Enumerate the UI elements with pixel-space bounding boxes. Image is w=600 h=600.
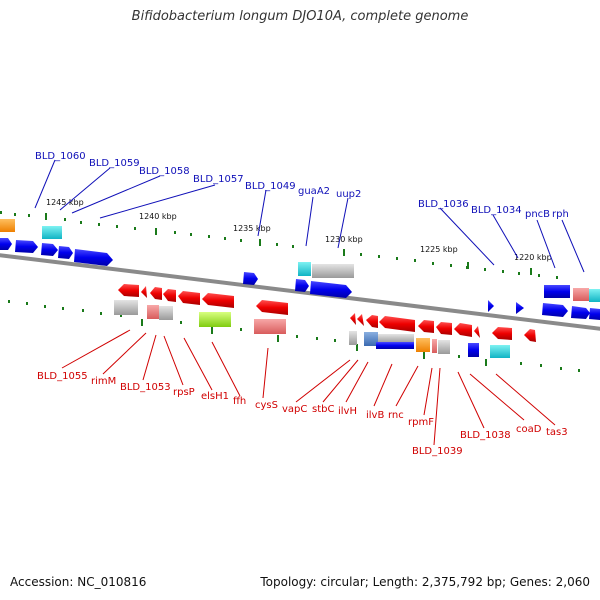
gene-arrow[interactable] [454, 323, 472, 337]
accession-label: Accession: NC_010816 [10, 575, 147, 589]
genome-backbone [0, 253, 600, 331]
gene-arrow[interactable] [310, 281, 352, 298]
gene-arrow[interactable] [15, 240, 38, 253]
tick-label: 1220 kbp [514, 253, 552, 262]
feature-box[interactable] [199, 312, 231, 327]
feature-box[interactable] [438, 340, 450, 354]
gene-arrow[interactable] [74, 249, 113, 266]
gene-label[interactable]: vapC [282, 404, 307, 415]
gene-label[interactable]: coaD [516, 424, 542, 435]
gene-arrow[interactable] [436, 322, 452, 335]
feature-box[interactable] [254, 319, 286, 334]
gene-arrow[interactable] [589, 308, 600, 320]
gene-arrow[interactable] [295, 279, 309, 292]
gene-label[interactable]: ilvH [338, 406, 357, 417]
gene-label[interactable]: elsH1 [201, 391, 229, 402]
feature-box[interactable] [147, 305, 159, 319]
gene-arrow[interactable] [379, 316, 415, 332]
gene-arrow[interactable] [41, 243, 58, 256]
gene-label[interactable]: BLD_1058 [139, 166, 190, 177]
gene-arrow[interactable] [366, 315, 378, 328]
gene-arrow[interactable] [163, 289, 176, 302]
gene-label[interactable]: rph [552, 209, 569, 220]
gene-label[interactable]: BLD_1053 [120, 382, 171, 393]
gene-label[interactable]: pncB [525, 209, 550, 220]
feature-box[interactable] [432, 339, 437, 353]
gene-arrow[interactable] [0, 238, 12, 250]
tick-label: 1230 kbp [325, 235, 363, 244]
feature-box[interactable] [544, 285, 570, 298]
feature-box[interactable] [378, 334, 414, 343]
tick-labels: 1245 kbp 1240 kbp 1235 kbp 1230 kbp 1225… [46, 198, 552, 262]
feature-box[interactable] [298, 262, 311, 276]
feature-box[interactable] [349, 331, 357, 345]
gene-label[interactable]: cysS [255, 400, 278, 411]
gene-arrow[interactable] [58, 246, 73, 259]
feature-box[interactable] [312, 264, 354, 278]
gene-label[interactable]: BLD_1049 [245, 181, 296, 192]
gene-label[interactable]: BLD_1038 [460, 430, 511, 441]
feature-box[interactable] [0, 219, 15, 232]
plus-strand-genes [0, 219, 600, 320]
minus-labels: BLD_1055 rimM BLD_1053 rpsP elsH1 ffh cy… [37, 371, 568, 457]
gene-label[interactable]: ffh [233, 396, 246, 407]
gene-arrow[interactable] [488, 300, 494, 312]
gene-arrow[interactable] [243, 272, 258, 285]
gene-arrow[interactable] [542, 303, 568, 317]
feature-box[interactable] [364, 332, 378, 346]
feature-box[interactable] [589, 289, 600, 302]
gene-label[interactable]: rpmF [408, 417, 434, 428]
feature-box[interactable] [490, 345, 510, 358]
gene-arrow[interactable] [350, 313, 356, 325]
gene-label[interactable]: guaA2 [298, 186, 330, 197]
gene-label[interactable]: rnc [388, 410, 404, 421]
gene-label[interactable]: BLD_1034 [471, 205, 522, 216]
gene-label[interactable]: rimM [91, 376, 116, 387]
minus-strand-genes [114, 284, 536, 358]
gene-label[interactable]: uup2 [336, 189, 361, 200]
gene-arrow[interactable] [418, 320, 434, 333]
plus-label-connectors [34, 159, 585, 273]
gene-arrow[interactable] [118, 284, 139, 297]
gene-label[interactable]: BLD_1059 [89, 158, 140, 169]
feature-box[interactable] [416, 338, 430, 352]
gene-label[interactable]: tas3 [546, 427, 568, 438]
gene-arrow[interactable] [524, 329, 536, 342]
gene-label[interactable]: BLD_1036 [418, 199, 469, 210]
feature-box[interactable] [114, 300, 138, 315]
inner-tick-track [8, 300, 580, 372]
gene-arrow[interactable] [492, 327, 512, 340]
genome-summary: Topology: circular; Length: 2,375,792 bp… [260, 575, 590, 589]
gene-label[interactable]: stbC [312, 404, 334, 415]
gene-arrow[interactable] [256, 300, 288, 315]
gene-label[interactable]: rpsP [173, 387, 195, 398]
gene-arrow[interactable] [150, 287, 162, 300]
gene-label[interactable]: BLD_1060 [35, 151, 86, 162]
genome-title: Bifidobacterium longum DJO10A, complete … [131, 9, 469, 24]
gene-arrow[interactable] [178, 291, 200, 305]
gene-arrow[interactable] [202, 293, 234, 308]
tick-label: 1240 kbp [139, 212, 177, 221]
gene-arrow[interactable] [141, 286, 147, 298]
feature-box[interactable] [468, 343, 479, 357]
feature-box[interactable] [159, 306, 173, 320]
gene-arrow[interactable] [516, 302, 524, 314]
gene-label[interactable]: BLD_1039 [412, 446, 463, 457]
gene-arrow[interactable] [474, 326, 480, 338]
gene-label[interactable]: ilvB [366, 410, 384, 421]
tick-label: 1225 kbp [420, 245, 458, 254]
feature-box[interactable] [573, 288, 589, 301]
gene-label[interactable]: BLD_1055 [37, 371, 88, 382]
gene-arrow[interactable] [571, 306, 590, 319]
minus-label-connectors [61, 329, 556, 446]
tick-label: 1235 kbp [233, 224, 271, 233]
tick-label: 1245 kbp [46, 198, 84, 207]
gene-arrow[interactable] [357, 314, 364, 326]
feature-box[interactable] [42, 226, 62, 239]
feature-box[interactable] [376, 342, 414, 349]
gene-label[interactable]: BLD_1057 [193, 174, 244, 185]
outer-tick-track [0, 211, 558, 279]
plus-labels: BLD_1060 BLD_1059 BLD_1058 BLD_1057 BLD_… [35, 151, 569, 220]
